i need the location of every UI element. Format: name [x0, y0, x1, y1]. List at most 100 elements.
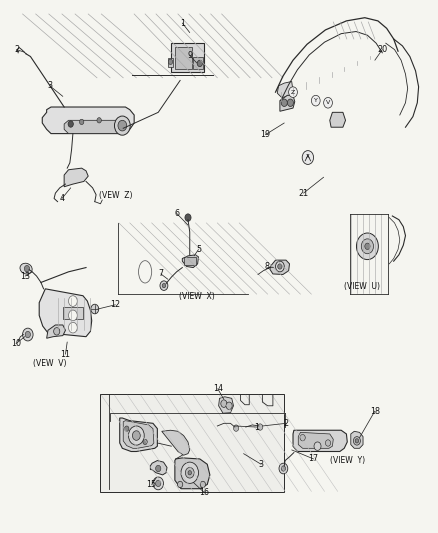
Text: 5: 5: [195, 245, 201, 254]
Circle shape: [279, 463, 287, 474]
Polygon shape: [269, 260, 289, 274]
Ellipse shape: [138, 261, 151, 283]
Circle shape: [353, 437, 360, 445]
Circle shape: [311, 95, 319, 106]
Ellipse shape: [20, 263, 32, 274]
Polygon shape: [350, 431, 362, 448]
Circle shape: [152, 477, 163, 490]
Bar: [193, 57, 202, 69]
Circle shape: [68, 121, 73, 127]
Text: 20: 20: [376, 45, 386, 54]
Polygon shape: [150, 461, 166, 475]
Circle shape: [162, 284, 165, 288]
Text: Y: Y: [313, 98, 317, 103]
Circle shape: [356, 233, 378, 260]
Polygon shape: [123, 421, 153, 448]
Circle shape: [257, 424, 262, 430]
Circle shape: [301, 151, 313, 165]
Circle shape: [200, 481, 205, 488]
Circle shape: [68, 296, 77, 306]
Circle shape: [299, 434, 304, 441]
Polygon shape: [277, 82, 292, 98]
Polygon shape: [292, 430, 346, 451]
Circle shape: [287, 99, 293, 107]
Text: 3: 3: [47, 81, 52, 90]
Text: 14: 14: [212, 384, 222, 393]
Text: 1: 1: [180, 19, 184, 28]
Text: (VIEW  X): (VIEW X): [178, 292, 214, 301]
Circle shape: [155, 465, 160, 472]
Circle shape: [97, 118, 101, 123]
Text: 19: 19: [260, 130, 270, 139]
Circle shape: [277, 264, 282, 269]
Text: (VEW  Z): (VEW Z): [99, 191, 132, 200]
Text: Z: Z: [290, 90, 294, 95]
Circle shape: [288, 87, 297, 98]
Circle shape: [185, 467, 194, 478]
Polygon shape: [42, 107, 134, 134]
Text: 18: 18: [369, 407, 379, 416]
Circle shape: [143, 439, 147, 445]
Text: V: V: [325, 100, 329, 105]
Circle shape: [325, 440, 330, 446]
Polygon shape: [329, 112, 345, 127]
Circle shape: [128, 426, 144, 445]
Circle shape: [53, 328, 60, 335]
Circle shape: [197, 60, 202, 67]
Polygon shape: [100, 394, 284, 492]
Circle shape: [354, 439, 358, 443]
Text: 11: 11: [60, 350, 71, 359]
Circle shape: [22, 328, 33, 341]
Circle shape: [91, 304, 99, 314]
Circle shape: [159, 281, 167, 290]
Text: 6: 6: [174, 209, 179, 218]
Text: 4: 4: [59, 194, 64, 203]
Circle shape: [124, 426, 129, 431]
Text: 3: 3: [258, 460, 263, 469]
Circle shape: [25, 332, 30, 338]
Text: 9: 9: [187, 51, 192, 60]
Polygon shape: [161, 430, 189, 455]
Circle shape: [281, 99, 287, 107]
Text: 8: 8: [264, 262, 268, 271]
Text: (VIEW  U): (VIEW U): [343, 282, 379, 291]
Circle shape: [184, 214, 191, 221]
Circle shape: [313, 442, 320, 450]
Circle shape: [226, 402, 232, 409]
Circle shape: [79, 119, 84, 125]
Bar: [167, 58, 173, 67]
Text: 1: 1: [254, 423, 258, 432]
Circle shape: [114, 116, 130, 135]
Circle shape: [187, 471, 191, 475]
Circle shape: [132, 431, 140, 440]
Circle shape: [323, 98, 332, 108]
Bar: [174, 47, 192, 69]
Polygon shape: [64, 168, 88, 187]
Text: 2: 2: [283, 419, 288, 428]
Text: 7: 7: [158, 270, 163, 278]
Circle shape: [180, 462, 198, 483]
Polygon shape: [182, 255, 198, 268]
Circle shape: [364, 243, 369, 249]
Text: X: X: [305, 155, 309, 159]
Text: (VEW  V): (VEW V): [33, 359, 66, 368]
Polygon shape: [279, 95, 294, 111]
Circle shape: [68, 322, 77, 333]
Circle shape: [360, 239, 373, 254]
Circle shape: [281, 466, 285, 471]
Text: 13: 13: [20, 272, 30, 280]
Bar: [63, 307, 82, 319]
Circle shape: [168, 59, 172, 64]
Circle shape: [177, 481, 182, 488]
Polygon shape: [39, 289, 92, 337]
Circle shape: [118, 120, 127, 131]
Bar: [171, 43, 204, 72]
Circle shape: [275, 261, 284, 272]
Text: 15: 15: [146, 480, 156, 489]
Bar: [183, 257, 195, 265]
Polygon shape: [218, 397, 233, 413]
Circle shape: [68, 310, 77, 321]
Circle shape: [233, 425, 238, 431]
Text: 10: 10: [11, 339, 21, 348]
Text: (VIEW  Y): (VIEW Y): [329, 456, 364, 465]
